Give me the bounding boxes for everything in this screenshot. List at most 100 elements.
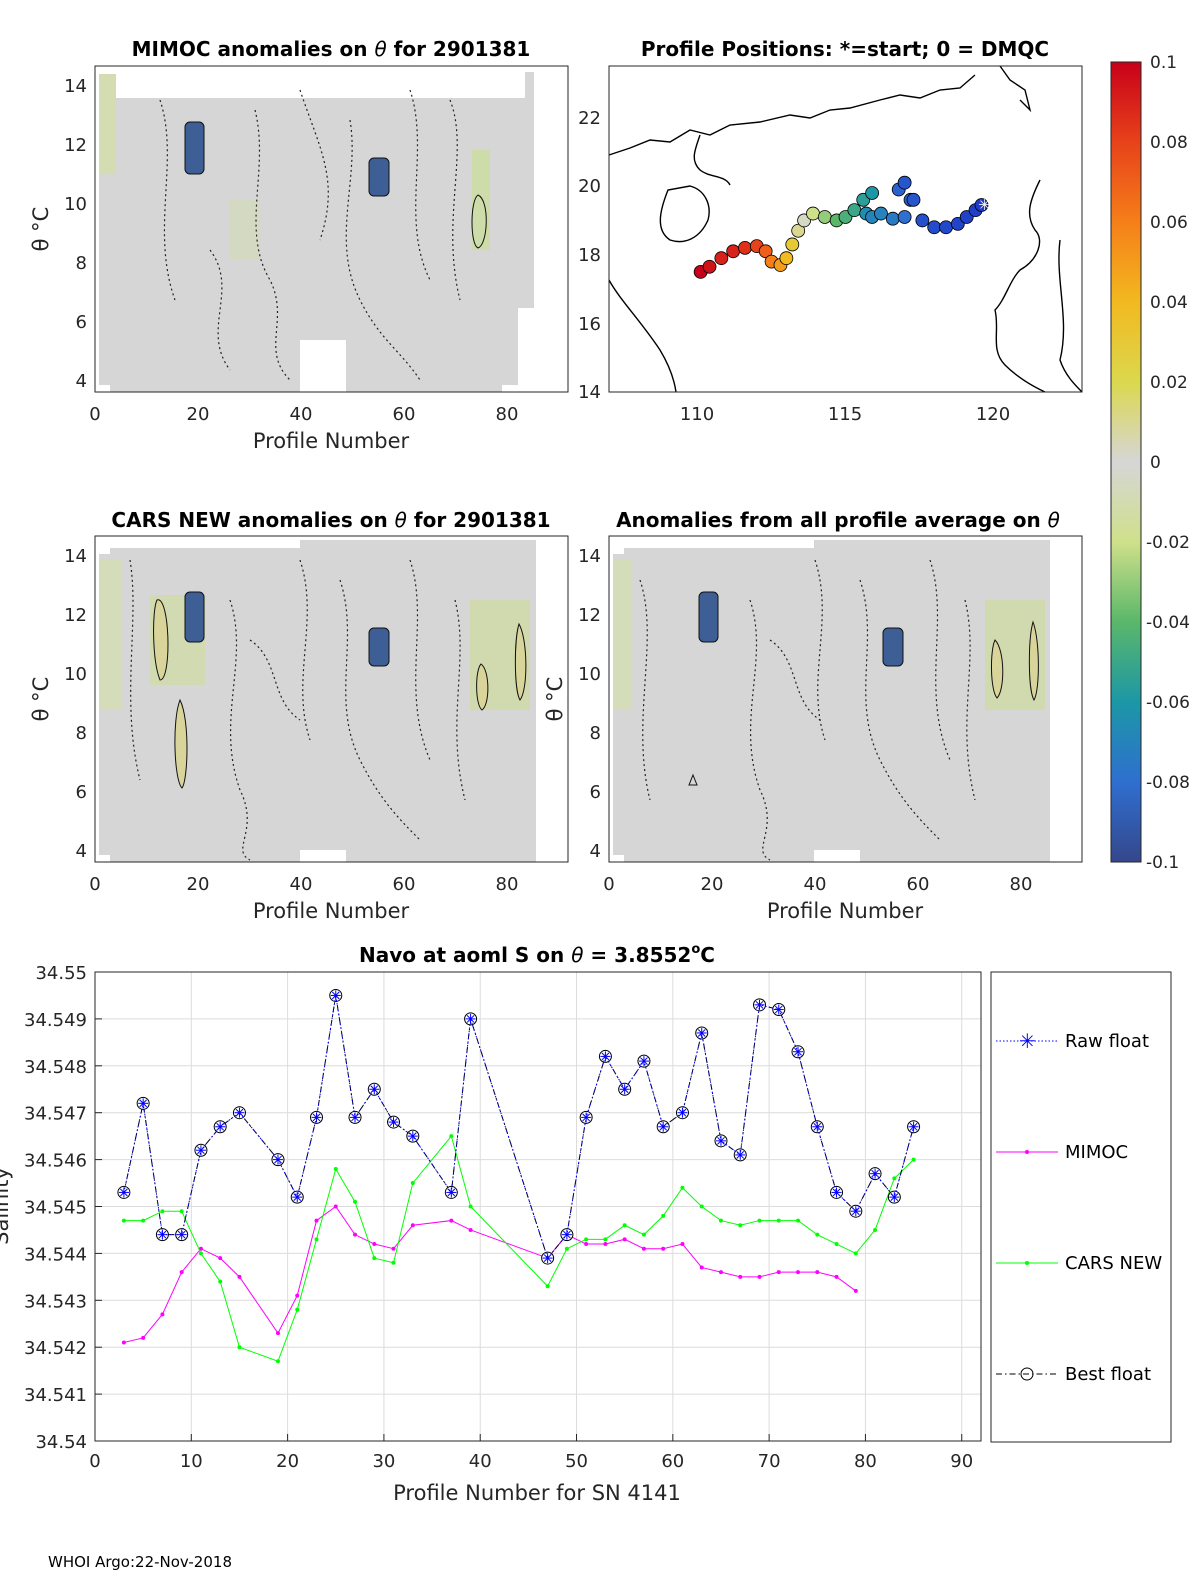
- y-tick: 8: [590, 723, 601, 744]
- x-tick: 20: [187, 404, 210, 425]
- salinity-title: Navo at aoml S on θ = 3.8552oC: [359, 942, 715, 967]
- data-point-cars-new: [661, 1213, 666, 1218]
- raw-star-stroke: [197, 1146, 205, 1155]
- data-point-raw-float: [465, 1013, 476, 1024]
- profile-position-marker: [714, 251, 729, 266]
- profile-position-marker: [758, 244, 773, 259]
- data-point-raw-float: [658, 1121, 669, 1132]
- legend-mimoc: MIMOC: [996, 1142, 1128, 1163]
- y-tick: 14: [64, 76, 87, 97]
- profile-position-marker: [726, 244, 741, 259]
- data-point-raw-float: [311, 1112, 322, 1123]
- asterisk-marker-icon: ✳: [1019, 1029, 1036, 1053]
- raw-star-stroke: [736, 1151, 745, 1159]
- y-tick: 34.544: [24, 1244, 87, 1265]
- raw-star-stroke: [909, 1122, 918, 1131]
- data-point-raw-float: [677, 1107, 688, 1118]
- positions-yticks: 14 16 18 20 22: [578, 108, 601, 403]
- x-tick: 80: [496, 874, 519, 895]
- coastline: [608, 65, 1083, 393]
- y-tick: 12: [578, 605, 601, 626]
- data-point-mimoc: [641, 1246, 646, 1251]
- data-point-cars-new: [603, 1237, 608, 1242]
- data-point-raw-float: [735, 1149, 746, 1160]
- data-point-raw-float: [215, 1121, 226, 1132]
- series-line-raw-float: [123, 995, 915, 1260]
- data-point-raw-float: [330, 990, 341, 1001]
- y-tick: 16: [578, 314, 601, 335]
- cars-yticks: 4 6 8 10 12 14: [64, 546, 87, 862]
- x-tick: 115: [828, 404, 862, 425]
- x-tick: 40: [804, 874, 827, 895]
- y-tick: 34.545: [24, 1198, 87, 1219]
- y-tick: 18: [578, 245, 601, 266]
- data-point-mimoc: [661, 1246, 666, 1251]
- raw-star-stroke: [871, 1169, 879, 1178]
- raw-star-stroke: [620, 1085, 629, 1094]
- data-point-mimoc: [179, 1270, 184, 1275]
- data-point-raw-float: [369, 1084, 380, 1095]
- avg-ylabel: θ °C: [543, 677, 567, 722]
- profile-position-marker: [897, 210, 912, 224]
- y-tick: 34.543: [24, 1291, 87, 1312]
- data-point-raw-float: [812, 1121, 823, 1132]
- data-point-cars-new: [641, 1232, 646, 1237]
- x-tick: 0: [89, 1451, 100, 1472]
- data-point-raw-float: [292, 1192, 303, 1203]
- x-tick: 10: [180, 1451, 203, 1472]
- salinity-xlabel: Profile Number for SN 4141: [393, 1481, 681, 1505]
- data-point-raw-float: [831, 1187, 842, 1198]
- raw-star-stroke: [312, 1113, 321, 1122]
- raw-star-stroke: [563, 1230, 571, 1239]
- cars-title: CARS NEW anomalies on θ for 2901381: [111, 508, 550, 532]
- data-point-cars-new: [314, 1237, 319, 1242]
- mimoc-panel: MIMOC anomalies on θ for 2901381 0 20 40…: [29, 37, 569, 453]
- data-point-raw-float: [754, 999, 765, 1010]
- data-point-cars-new: [738, 1223, 743, 1228]
- data-point-cars-new: [757, 1218, 762, 1223]
- raw-star-stroke: [177, 1230, 186, 1239]
- data-point-mimoc: [834, 1274, 839, 1279]
- x-tick: 50: [565, 1451, 588, 1472]
- data-point-raw-float: [696, 1027, 707, 1038]
- legend-label: Best float: [1065, 1364, 1151, 1385]
- data-point-raw-float: [561, 1229, 572, 1240]
- raw-star-stroke: [120, 1188, 128, 1197]
- raw-star-stroke: [640, 1057, 648, 1065]
- legend-best-float: Best float: [996, 1364, 1151, 1385]
- profile-position-marker: [738, 240, 752, 255]
- salinity-series: [117, 988, 921, 1364]
- profile-position-marker: [874, 206, 888, 221]
- data-point-raw-float: [388, 1117, 399, 1128]
- data-point-mimoc: [410, 1223, 415, 1228]
- y-tick: 34.54: [35, 1432, 87, 1453]
- data-point-mimoc: [353, 1232, 358, 1237]
- data-point-raw-float: [850, 1206, 861, 1217]
- data-point-cars-new: [545, 1284, 550, 1289]
- data-point-mimoc: [160, 1312, 165, 1317]
- positions-title: Profile Positions: *=start; 0 = DMQC: [641, 37, 1049, 61]
- data-point-raw-float: [715, 1135, 726, 1146]
- dot-marker-icon: [1025, 1261, 1029, 1265]
- raw-star-stroke: [139, 1099, 148, 1108]
- raw-star-stroke: [813, 1122, 822, 1131]
- data-point-raw-float: [870, 1168, 881, 1179]
- cb-tick: 0.02: [1150, 373, 1188, 393]
- profile-position-marker: [906, 192, 921, 207]
- cars-xlabel: Profile Number: [253, 899, 410, 923]
- mimoc-xticks: 0 20 40 60 80: [89, 404, 518, 425]
- data-point-cars-new: [718, 1218, 723, 1223]
- avg-xticks: 0 20 40 60 80: [603, 874, 1032, 895]
- x-tick: 40: [469, 1451, 492, 1472]
- raw-star-stroke: [582, 1113, 591, 1122]
- y-tick: 34.548: [24, 1057, 87, 1078]
- x-tick: 80: [854, 1451, 877, 1472]
- cb-tick: -0.1: [1146, 853, 1179, 873]
- data-point-cars-new: [815, 1232, 820, 1237]
- cb-tick: 0.1: [1150, 53, 1177, 73]
- series-line-mimoc: [123, 1205, 857, 1343]
- data-point-raw-float: [350, 1112, 361, 1123]
- salinity-yticks: 34.54 34.541 34.542 34.543 34.544 34.545 34.54…: [24, 963, 87, 1453]
- legend-label: CARS NEW: [1065, 1253, 1162, 1274]
- data-point-raw-float: [157, 1229, 168, 1240]
